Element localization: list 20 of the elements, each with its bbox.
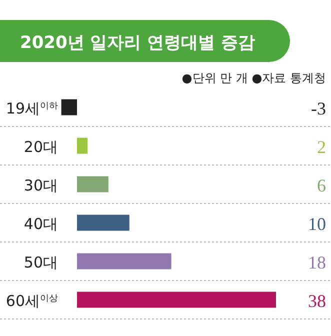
chart-title: 2020년 일자리 연령대별 증감 xyxy=(20,33,256,53)
bar xyxy=(77,176,108,192)
y-tick-label: 30대 xyxy=(24,176,58,194)
data-label: 2 xyxy=(317,136,326,157)
y-tick-label: 60세$^{이상}$ xyxy=(6,292,58,310)
data-label: 6 xyxy=(317,175,326,196)
bar xyxy=(77,214,130,231)
y-tick-label: 40대 xyxy=(24,214,58,233)
y-tick-label: 19세$^{이하}$ xyxy=(6,99,58,118)
y-tick-label: 20대 xyxy=(24,138,58,156)
bar xyxy=(77,138,88,154)
data-label: 18 xyxy=(308,252,326,272)
y-tick-label: 50대 xyxy=(24,253,58,272)
bar xyxy=(61,99,77,116)
data-label: 10 xyxy=(308,214,326,234)
text: ●단위 만 개 ●자료 통계청 xyxy=(182,71,326,85)
data-label: -3 xyxy=(311,98,326,118)
data-label: 38 xyxy=(308,290,326,311)
bar xyxy=(77,253,172,270)
bar xyxy=(77,292,276,308)
